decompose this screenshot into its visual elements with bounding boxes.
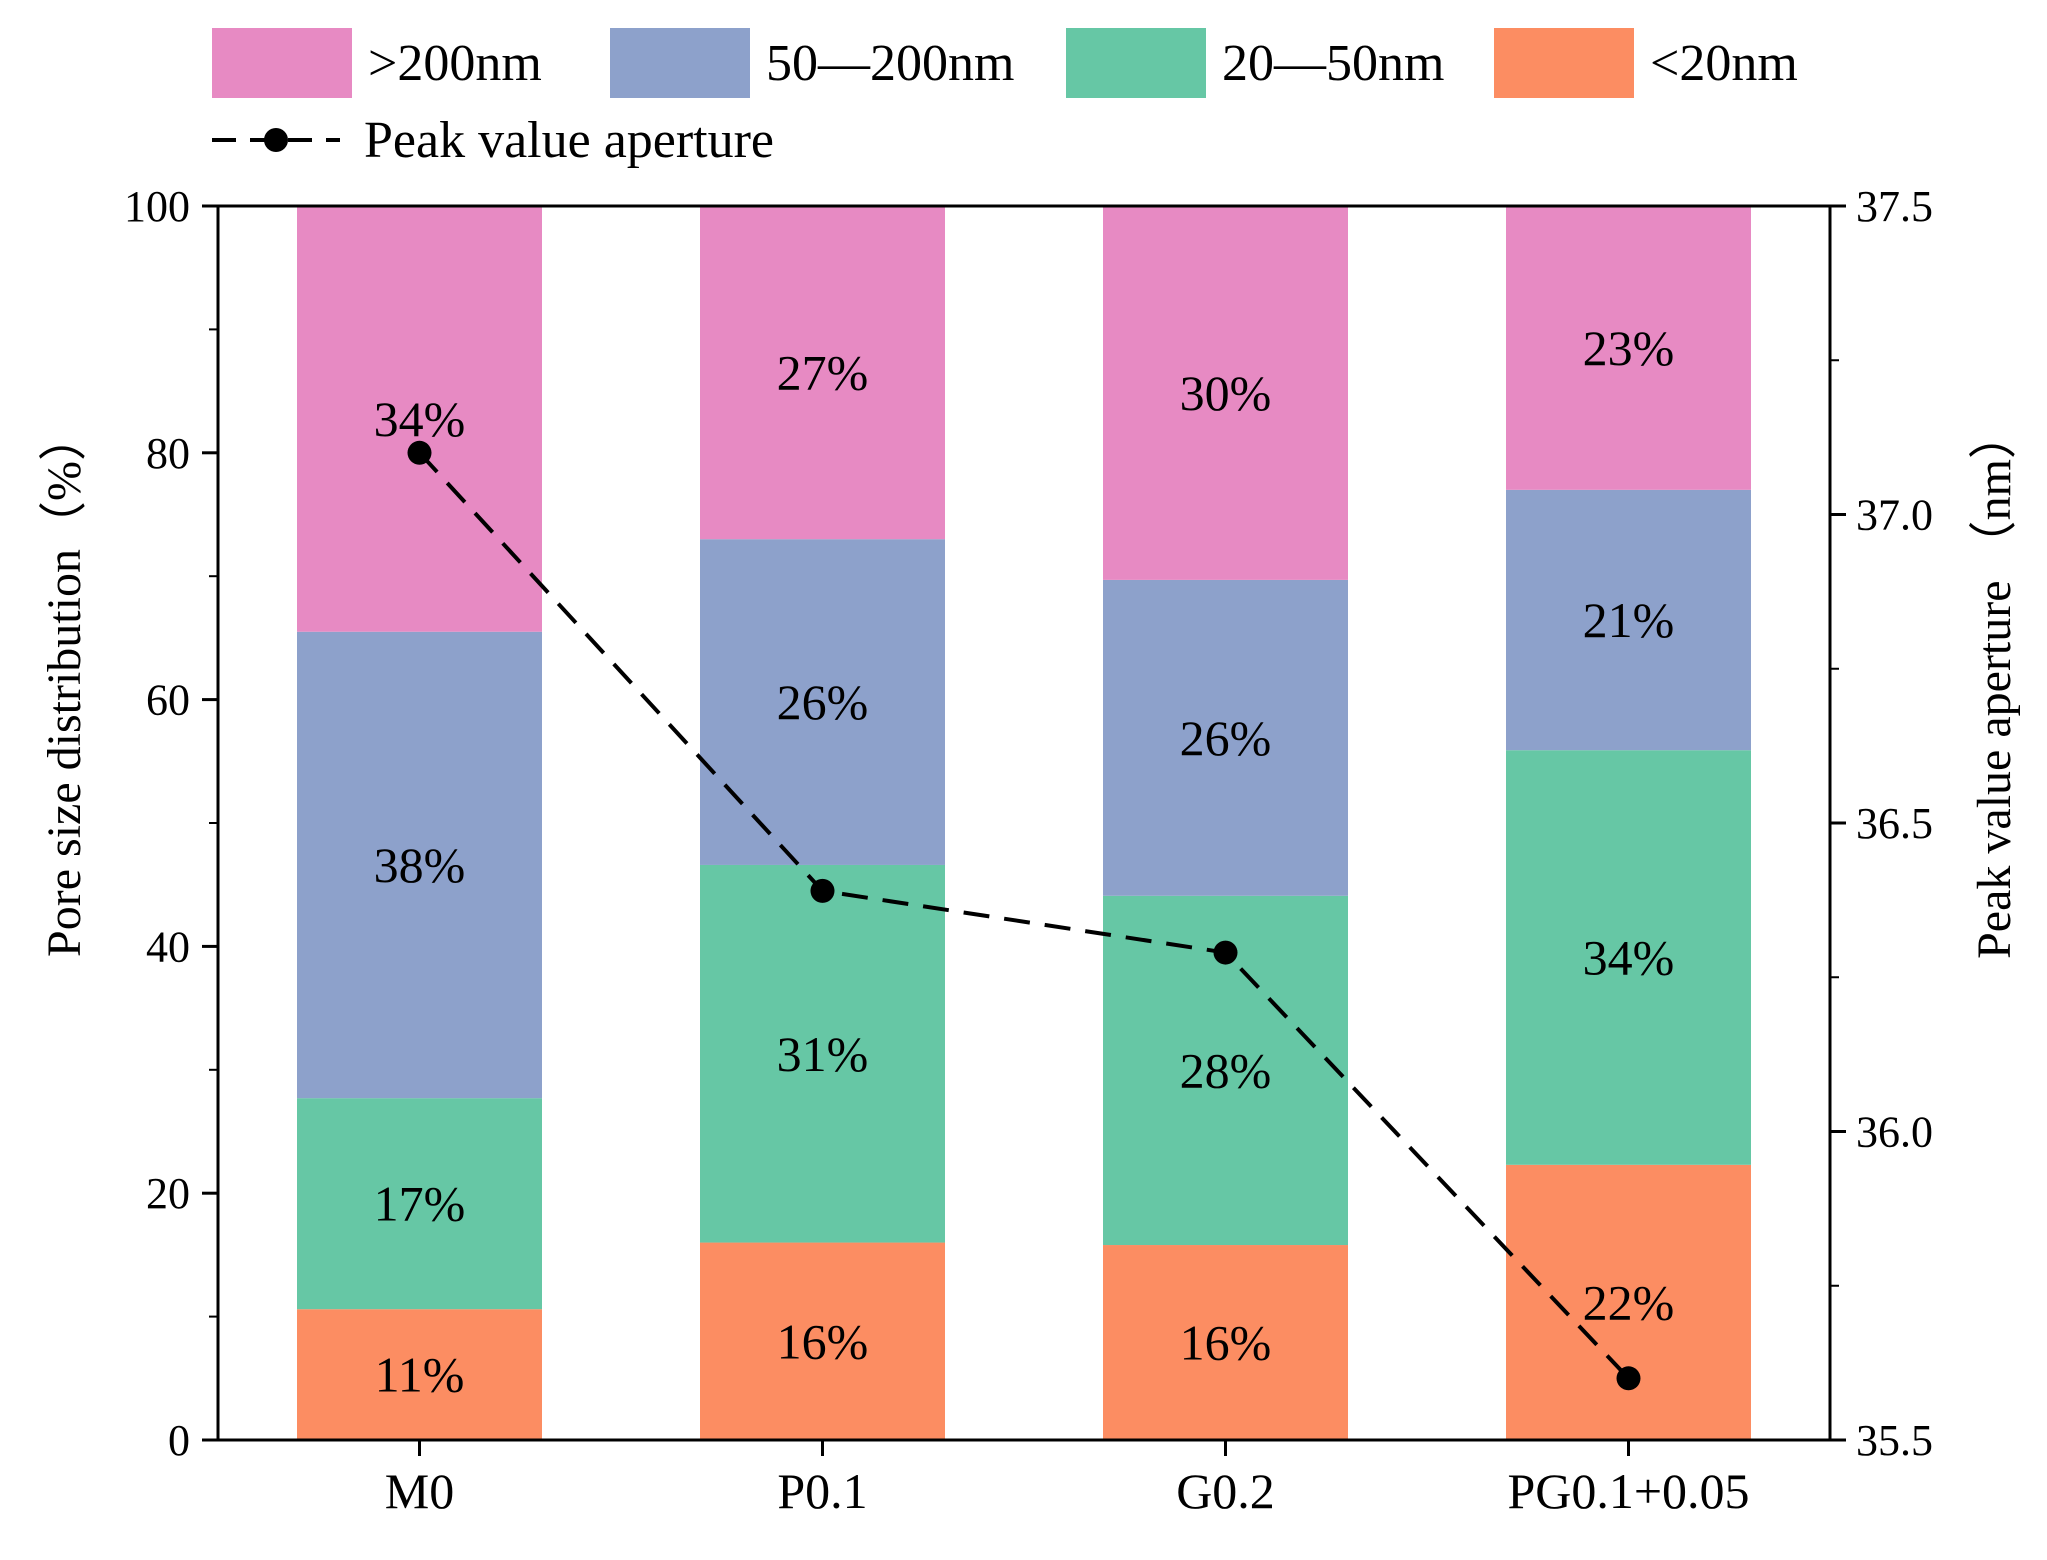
data-label-g0-2-50-200nm: 26% [1180, 710, 1272, 766]
y-tick-label: 40 [146, 922, 190, 971]
data-label-pg0-1-0-05-200nm: 23% [1583, 320, 1675, 376]
y-tick-label: 100 [124, 182, 190, 231]
data-label-g0-2-200nm: 30% [1180, 365, 1272, 421]
data-label-g0-2-20-50nm: 28% [1180, 1042, 1272, 1098]
y-axis-title: Pore size distribution（%） [38, 413, 91, 957]
peak-aperture-dashed-line [418, 451, 1630, 1380]
legend-swatch-50-200nm [610, 28, 750, 98]
y2-tick-label: 36.0 [1856, 1108, 1933, 1157]
legend: >200nm 50—200nm 20—50nm <20nm Peak value ape… [212, 28, 1798, 169]
data-label-m0-20nm: 11% [375, 1347, 465, 1403]
axes: 0 20 40 60 80 100 35.5 36.0 36.5 37.0 37.5 M0 P0.1 G0… [124, 182, 1933, 1519]
data-label-pg0-1-0-05-20-50nm: 34% [1583, 930, 1675, 986]
legend-label-50-200nm: 50—200nm [766, 35, 1014, 92]
stacked-bars [297, 206, 1751, 1440]
bar-g0-2-50-200nm [1103, 579, 1348, 896]
y2-tick-label: 37.5 [1856, 182, 1933, 231]
data-label-m0-20-50nm: 17% [374, 1176, 466, 1232]
bar-p0-1-20nm [700, 1242, 945, 1440]
bar-m0-200nm [297, 206, 542, 632]
y2-tick-label: 37.0 [1856, 491, 1933, 540]
data-label-g0-2-20nm: 16% [1180, 1315, 1272, 1371]
legend-label-peak-value-aperture: Peak value aperture [364, 112, 774, 169]
bar-p0-1-20-50nm [700, 864, 945, 1243]
bar-pg0-1-0-05-20-50nm [1506, 750, 1751, 1165]
legend-swatch-200nm [212, 28, 352, 98]
bar-m0-20nm [297, 1309, 542, 1440]
x-tick-label-m0: M0 [385, 1463, 454, 1519]
data-label-pg0-1-0-05-50-200nm: 21% [1583, 592, 1675, 648]
peak-point-pg0-1-0-05 [1616, 1366, 1641, 1391]
legend-swatch-20nm [1494, 28, 1634, 98]
data-label-p0-1-50-200nm: 26% [777, 674, 869, 730]
peak-point-m0 [407, 440, 432, 465]
bar-m0-50-200nm [297, 631, 542, 1099]
legend-line-marker [264, 128, 288, 152]
data-label-p0-1-200nm: 27% [777, 345, 869, 401]
y-tick-label: 60 [146, 676, 190, 725]
data-label-p0-1-20-50nm: 31% [777, 1026, 869, 1082]
peak-point-p0-1 [810, 878, 835, 903]
legend-label-20nm: <20nm [1650, 35, 1798, 92]
x-tick-label-pg0-1-0-05: PG0.1+0.05 [1507, 1463, 1749, 1519]
y2-axis-title: Peak value aperture （nm） [1968, 411, 2021, 959]
legend-swatch-20-50nm [1066, 28, 1206, 98]
y2-tick-label: 36.5 [1856, 799, 1933, 848]
data-label-pg0-1-0-05-20nm: 22% [1583, 1274, 1675, 1330]
bar-g0-2-200nm [1103, 206, 1348, 580]
bar-pg0-1-0-05-200nm [1506, 206, 1751, 490]
x-tick-label-g0-2: G0.2 [1176, 1463, 1275, 1519]
y2-tick-label: 35.5 [1856, 1416, 1933, 1465]
bar-pg0-1-0-05-50-200nm [1506, 489, 1751, 751]
bar-p0-1-50-200nm [700, 539, 945, 865]
legend-label-200nm: >200nm [368, 35, 542, 92]
y-tick-label: 80 [146, 429, 190, 478]
data-label-p0-1-20nm: 16% [777, 1313, 869, 1369]
data-label-m0-50-200nm: 38% [374, 837, 466, 893]
bar-p0-1-200nm [700, 206, 945, 540]
bar-m0-20-50nm [297, 1098, 542, 1310]
peak-point-g0-2 [1213, 940, 1238, 965]
y-tick-label: 20 [146, 1169, 190, 1218]
bar-data-labels: 11% 17% 38% 34% 16% 31% 26% 27% 16% 28% 26% 30% 22% 3… [374, 320, 1675, 1403]
x-tick-label-p0-1: P0.1 [777, 1463, 867, 1519]
peak-aperture-line [407, 440, 1641, 1391]
data-label-m0-200nm: 34% [374, 391, 466, 447]
bar-pg0-1-0-05-20nm [1506, 1164, 1751, 1440]
bar-g0-2-20nm [1103, 1245, 1348, 1440]
y-tick-label: 0 [168, 1416, 190, 1465]
legend-label-20-50nm: 20—50nm [1222, 35, 1444, 92]
